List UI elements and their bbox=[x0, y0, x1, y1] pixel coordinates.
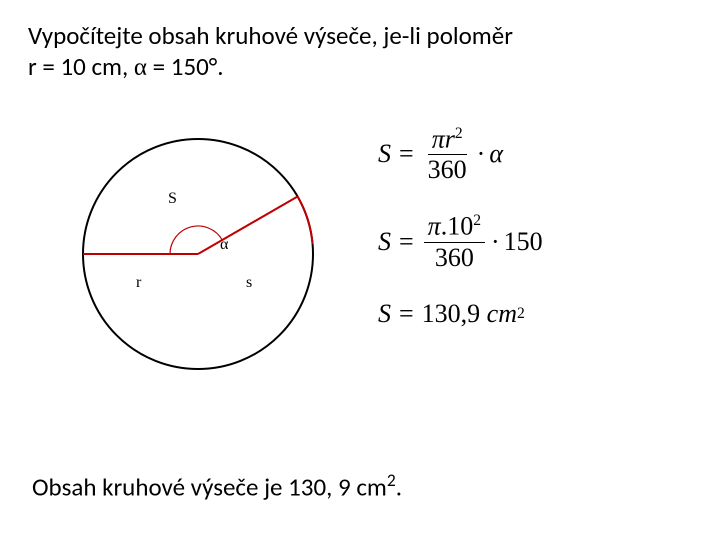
radius-line-2 bbox=[198, 196, 298, 254]
f1-sup: 2 bbox=[455, 125, 463, 142]
diagram-svg bbox=[68, 124, 328, 384]
chord-arc-s bbox=[298, 196, 313, 243]
angle-arc bbox=[170, 226, 222, 254]
f3-unit: cm bbox=[487, 299, 517, 329]
f1-pi: π bbox=[432, 124, 445, 153]
sector-diagram: S α r s bbox=[68, 124, 328, 384]
f2-sup: 2 bbox=[473, 212, 481, 229]
equals-sign: = bbox=[399, 139, 414, 169]
label-S: S bbox=[168, 190, 177, 208]
f3-unit-sup: 2 bbox=[517, 305, 525, 323]
equals-sign: = bbox=[399, 299, 414, 329]
formula-3: S = 130,9 cm2 bbox=[378, 299, 543, 329]
answer-sup: 2 bbox=[387, 469, 396, 491]
f1-alpha: α bbox=[489, 139, 503, 169]
f2-den: 360 bbox=[431, 243, 478, 273]
f3-val: 130,9 bbox=[422, 299, 481, 329]
f2-lhs: S bbox=[378, 227, 391, 257]
answer-prefix: Obsah kruhové výseče je 130, 9 cm bbox=[32, 471, 387, 502]
dot-2: · bbox=[491, 227, 500, 257]
label-alpha: α bbox=[220, 236, 228, 254]
f2-pi: π bbox=[428, 212, 441, 241]
f2-10: 10 bbox=[447, 212, 473, 241]
problem-title: Vypočítejte obsah kruhové výseče, je-li … bbox=[28, 20, 692, 84]
f1-lhs: S bbox=[378, 139, 391, 169]
dot-1: · bbox=[477, 139, 486, 169]
equals-sign: = bbox=[399, 227, 414, 257]
title-alpha: α bbox=[134, 54, 147, 81]
title-line2-suffix: = 150°. bbox=[147, 51, 224, 82]
formula-block: S = πr2 360 · α S = π.102 360 · 150 S = … bbox=[378, 124, 543, 355]
f2-150: 150 bbox=[504, 227, 543, 257]
f1-fraction: πr2 360 bbox=[424, 124, 471, 186]
title-line2-prefix: r = 10 cm, bbox=[28, 51, 134, 82]
answer-sentence: Obsah kruhové výseče je 130, 9 cm2. bbox=[32, 469, 402, 502]
formula-2: S = π.102 360 · 150 bbox=[378, 211, 543, 273]
label-arc-s: s bbox=[246, 274, 252, 292]
answer-suffix: . bbox=[396, 471, 402, 502]
label-r: r bbox=[136, 274, 141, 292]
f1-den: 360 bbox=[424, 155, 471, 185]
f1-r: r bbox=[445, 124, 455, 153]
title-line1: Vypočítejte obsah kruhové výseče, je-li … bbox=[28, 20, 513, 51]
formula-1: S = πr2 360 · α bbox=[378, 124, 543, 186]
f2-fraction: π.102 360 bbox=[424, 211, 485, 273]
f3-lhs: S bbox=[378, 299, 391, 329]
content-row: S α r s S = πr2 360 · α S = π.102 360 · … bbox=[28, 124, 692, 384]
